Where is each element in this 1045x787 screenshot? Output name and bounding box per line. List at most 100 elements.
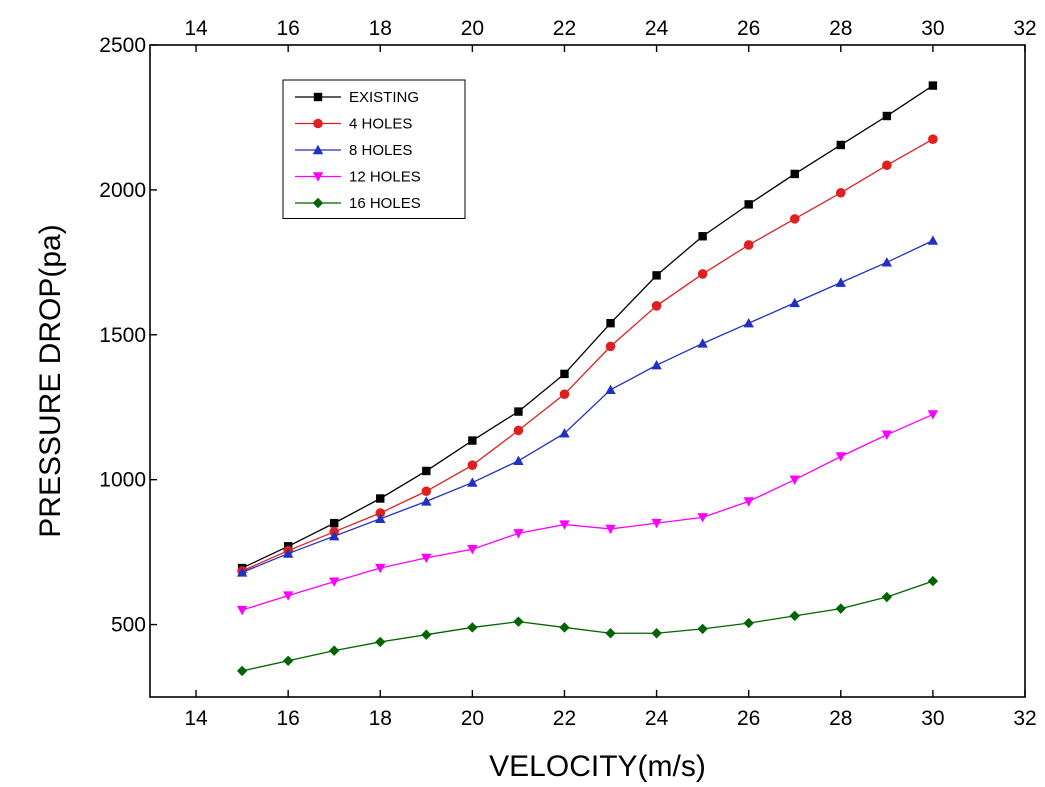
data-point (882, 160, 892, 171)
data-point (652, 271, 661, 280)
data-point (835, 187, 846, 198)
plot-frame (149, 44, 1026, 698)
data-point (606, 318, 615, 328)
data-point (513, 529, 524, 539)
data-point (927, 235, 939, 245)
y-tick-label: 500 (111, 614, 146, 637)
data-point (329, 577, 340, 587)
y-tick-label: 1000 (99, 469, 146, 492)
data-point (313, 92, 323, 102)
legend-label: 16 HOLES (349, 195, 421, 212)
data-point (928, 134, 938, 144)
series-layer (236, 81, 939, 677)
data-point (330, 518, 339, 528)
data-point (421, 629, 432, 640)
data-point (651, 301, 662, 311)
data-point (743, 497, 754, 507)
data-point (881, 257, 893, 267)
data-point (651, 518, 662, 529)
data-point (881, 591, 893, 603)
data-point (514, 407, 523, 416)
series-line (241, 85, 934, 569)
top-x-tick-label: 18 (369, 17, 392, 40)
data-point (559, 622, 570, 633)
series-line (241, 413, 934, 611)
data-point (467, 622, 478, 633)
data-point (467, 477, 478, 487)
data-point (835, 277, 846, 287)
series-12-holes (236, 410, 939, 616)
data-point (312, 144, 324, 155)
data-point (559, 428, 570, 438)
legend-label: EXISTING (349, 89, 419, 106)
series-existing (237, 81, 938, 573)
data-point (559, 520, 570, 530)
data-point (882, 111, 892, 121)
y-axis-title: PRESSURE DROP(pa) (34, 224, 67, 537)
top-x-tick-label: 20 (461, 17, 484, 40)
x-tick-label: 20 (461, 707, 484, 730)
x-axis-title: VELOCITY(m/s) (489, 750, 706, 783)
x-tick-label: 32 (1013, 707, 1036, 730)
data-point (468, 436, 477, 445)
data-point (835, 603, 846, 614)
ticks-layer: 14 16 18 20 22 24 26 28 30 32 14 16 18 20 22 24 26 28 30 32… (99, 17, 1036, 730)
top-x-tick-label: 28 (829, 17, 852, 40)
data-point (881, 430, 893, 440)
data-point (375, 508, 386, 518)
data-point (421, 553, 432, 564)
data-point (789, 297, 800, 308)
data-point (236, 605, 248, 616)
x-tick-label: 24 (645, 707, 669, 730)
data-point (651, 360, 662, 370)
legend: EXISTING 4 HOLES 8 HOLES 12 HOLES 16 HOLES (282, 79, 466, 219)
data-point (421, 486, 432, 497)
data-point (375, 563, 386, 574)
data-point (329, 645, 340, 656)
data-point (282, 591, 294, 601)
data-point (282, 548, 294, 558)
series-16-holes (236, 575, 939, 677)
data-point (697, 623, 708, 635)
series-line (241, 138, 934, 572)
data-point (835, 452, 846, 462)
data-point (927, 410, 939, 420)
data-point (605, 341, 616, 352)
data-point (698, 232, 707, 241)
data-point (605, 384, 616, 395)
data-point (651, 628, 662, 639)
series-line (241, 580, 934, 672)
data-point (375, 636, 386, 648)
y-tick-label: 2000 (99, 179, 146, 202)
data-point (697, 269, 708, 279)
data-point (513, 455, 524, 466)
data-point (282, 655, 294, 666)
data-point (743, 617, 754, 629)
data-point (513, 425, 524, 436)
top-x-tick-label: 14 (184, 17, 208, 40)
legend-label: 12 HOLES (349, 169, 421, 186)
data-point (467, 460, 478, 470)
data-point (467, 545, 478, 555)
data-point (927, 575, 939, 587)
x-tick-label: 18 (369, 707, 392, 730)
data-point (697, 338, 708, 348)
data-point (605, 628, 616, 639)
data-point (743, 240, 754, 250)
data-point (236, 665, 248, 677)
data-point (605, 524, 616, 535)
data-point (312, 197, 324, 209)
data-point (421, 496, 432, 506)
data-point (329, 530, 340, 541)
x-tick-label: 30 (921, 707, 944, 730)
data-point (236, 567, 248, 577)
data-point (376, 494, 385, 503)
x-tick-label: 14 (184, 707, 208, 730)
x-tick-label: 22 (553, 707, 576, 730)
data-point (375, 513, 386, 523)
data-point (559, 389, 570, 399)
x-tick-label: 16 (276, 707, 299, 730)
series-line (241, 240, 934, 573)
data-point (789, 475, 800, 485)
top-x-tick-label: 16 (276, 17, 299, 40)
